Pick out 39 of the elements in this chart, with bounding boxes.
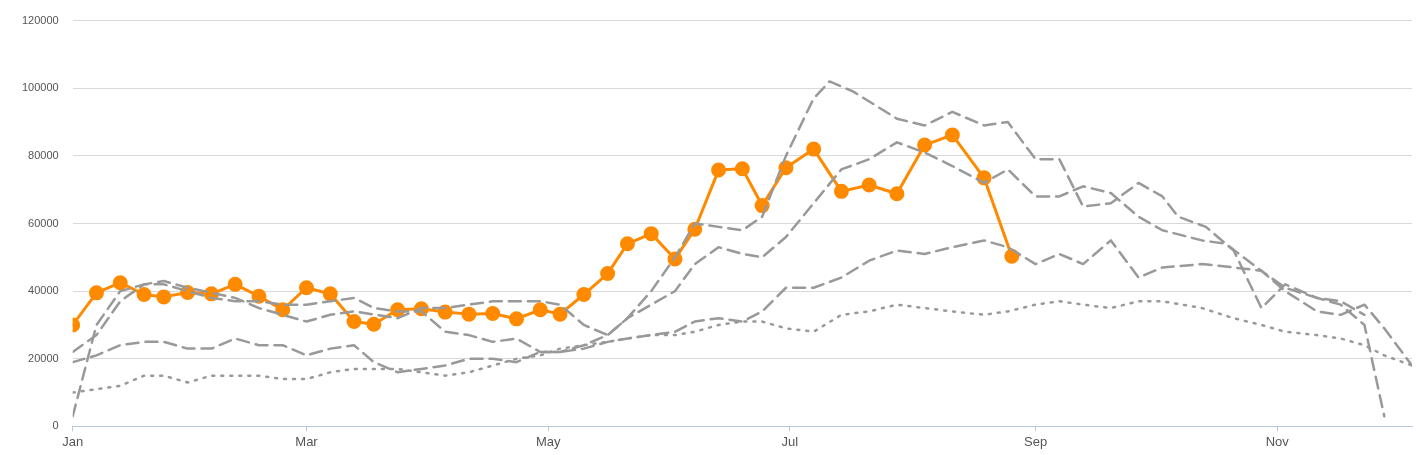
point bbox=[227, 276, 243, 292]
point bbox=[643, 226, 659, 242]
y-tick-label: 60000 bbox=[28, 216, 59, 229]
point bbox=[461, 306, 477, 322]
point bbox=[88, 285, 104, 301]
y-tick-label: 40000 bbox=[28, 284, 59, 297]
point bbox=[944, 127, 960, 143]
point bbox=[437, 304, 453, 320]
point bbox=[734, 161, 750, 177]
point bbox=[711, 162, 727, 178]
point bbox=[917, 137, 933, 153]
point bbox=[112, 275, 128, 291]
x-tick-label: Sep bbox=[1024, 433, 1048, 449]
point bbox=[552, 306, 568, 322]
point bbox=[366, 316, 382, 332]
point bbox=[806, 141, 822, 157]
y-tick-label: 120000 bbox=[21, 13, 59, 26]
point bbox=[485, 305, 501, 321]
point bbox=[600, 266, 616, 282]
x-tick-label: Jan bbox=[62, 433, 84, 449]
point bbox=[532, 302, 548, 318]
point bbox=[861, 177, 877, 193]
point bbox=[778, 160, 794, 176]
y-tick-label: 20000 bbox=[28, 351, 59, 364]
y-tick-label: 0 bbox=[52, 419, 59, 432]
x-tick-label: Mar bbox=[295, 433, 319, 449]
x-tick-label: May bbox=[535, 433, 561, 449]
x-tick-label: Nov bbox=[1265, 433, 1290, 449]
point bbox=[833, 183, 849, 199]
point bbox=[619, 236, 635, 252]
y-tick-label: 80000 bbox=[28, 148, 59, 161]
y-tick-label: 100000 bbox=[21, 81, 59, 94]
point bbox=[136, 287, 152, 303]
point bbox=[889, 186, 905, 202]
point bbox=[251, 288, 267, 304]
point bbox=[576, 287, 592, 303]
point bbox=[509, 311, 524, 327]
point bbox=[156, 289, 172, 305]
x-tick-label: Jul bbox=[781, 433, 799, 449]
